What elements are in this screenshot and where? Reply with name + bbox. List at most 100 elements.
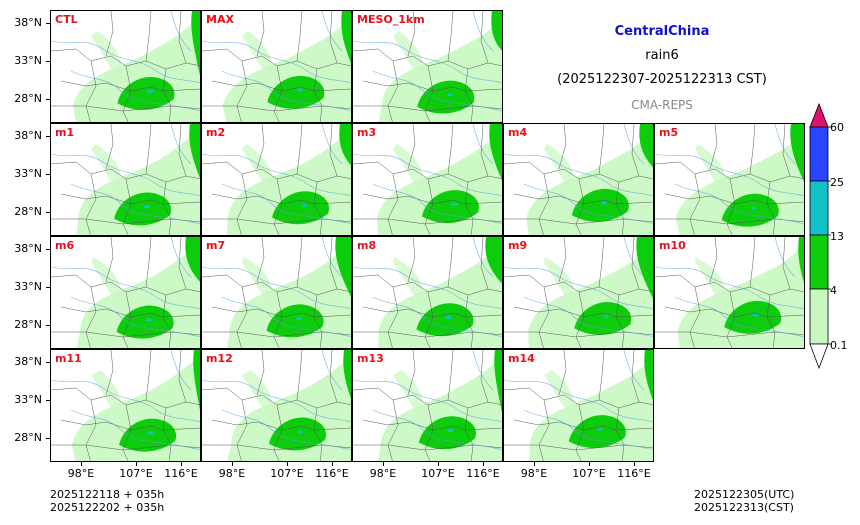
lon-tick (181, 462, 182, 466)
lat-tick (46, 174, 50, 175)
panel-label: MAX (206, 13, 234, 26)
province-boundary (236, 173, 248, 235)
province-boundary (178, 237, 187, 290)
province-boundary (256, 350, 265, 396)
river (202, 153, 351, 197)
river (70, 409, 200, 451)
lat-label: 38°N (14, 355, 42, 368)
province-boundary (464, 181, 474, 235)
river (321, 124, 343, 165)
panel-label: m3 (357, 126, 377, 139)
province-boundary (664, 306, 804, 318)
precip-map (202, 124, 351, 235)
river (353, 379, 502, 423)
panel-label: m5 (659, 126, 679, 139)
river (70, 296, 200, 338)
precip-map (353, 350, 502, 461)
lat-label: 28°N (14, 92, 42, 105)
province-boundary (145, 237, 152, 288)
river (70, 70, 200, 112)
precip-map (51, 350, 200, 461)
map-panel-m5: m5 (654, 123, 805, 236)
province-boundary (329, 124, 338, 177)
lat-label: 38°N (14, 129, 42, 142)
province-boundary (145, 124, 152, 175)
province-boundary (464, 294, 474, 348)
river (221, 296, 351, 338)
province-boundary (424, 65, 434, 122)
east-rain-band (339, 124, 351, 166)
river (170, 11, 192, 52)
province-boundary (105, 124, 114, 170)
colorbar-under-arrow (809, 343, 829, 370)
east-rain-band (790, 124, 804, 182)
panel-label: MESO_1km (357, 13, 425, 26)
province-boundary (480, 350, 489, 403)
province-boundary (178, 124, 187, 177)
province-boundary (273, 404, 283, 461)
province-boundary (575, 178, 585, 235)
moderate-rain-core (418, 416, 476, 450)
province-boundary (211, 193, 351, 205)
east-rain-band (644, 350, 653, 401)
lat-tick (46, 438, 50, 439)
lon-tick (136, 462, 137, 466)
province-boundary (122, 178, 132, 235)
province-boundary (362, 306, 502, 318)
river (674, 296, 804, 338)
map-panel-meso-1km: MESO_1km (352, 10, 503, 123)
moderate-rain-core (724, 300, 782, 334)
lat-label: 33°N (14, 167, 42, 180)
river (221, 70, 351, 112)
province-boundary (689, 173, 701, 235)
lon-label: 107°E (572, 467, 606, 480)
heavy-rain-spot (297, 88, 304, 92)
river (523, 296, 653, 338)
river (321, 237, 343, 278)
heavy-rain-spot (298, 430, 303, 434)
lon-tick (634, 462, 635, 466)
province-boundary (558, 350, 567, 396)
river (674, 183, 804, 225)
river (321, 11, 343, 52)
precip-map (202, 350, 351, 461)
province-boundary (85, 173, 97, 235)
province-boundary (387, 286, 399, 348)
precip-map (504, 124, 653, 235)
province-boundary (615, 181, 625, 235)
province-boundary (256, 124, 265, 170)
panel-label: m14 (508, 352, 535, 365)
river (202, 266, 351, 310)
river (372, 296, 502, 338)
province-boundary (273, 291, 283, 348)
province-boundary (538, 173, 550, 235)
lon-label: 98°E (369, 467, 397, 480)
province-boundary (60, 419, 200, 431)
river (472, 237, 494, 278)
province-boundary (122, 291, 132, 348)
lon-tick (383, 462, 384, 466)
province-boundary (631, 350, 640, 403)
province-boundary (615, 294, 625, 348)
river (51, 266, 200, 310)
province-boundary (178, 350, 187, 403)
province-boundary (709, 237, 718, 283)
province-boundary (447, 237, 454, 288)
lon-tick (534, 462, 535, 466)
light-rain-streak (393, 370, 424, 420)
river (221, 409, 351, 451)
precip-map (353, 124, 502, 235)
precip-map (51, 124, 200, 235)
province-boundary (749, 124, 756, 175)
province-boundary (513, 193, 653, 205)
river (321, 350, 343, 391)
region-title: CentralChina (614, 24, 710, 39)
river (353, 153, 502, 197)
init-time-cst: 2025122202 + 035h (50, 501, 165, 514)
lat-label: 28°N (14, 205, 42, 218)
river (523, 183, 653, 225)
river (523, 409, 653, 451)
province-boundary (313, 181, 323, 235)
panel-label: m10 (659, 239, 686, 252)
map-panel-ctl: CTL (50, 10, 201, 123)
